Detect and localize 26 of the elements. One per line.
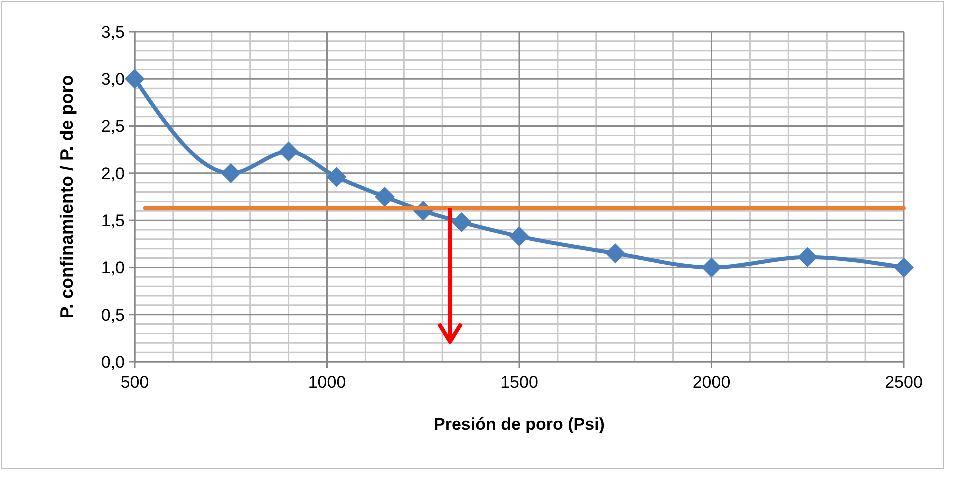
x-tick-label: 1500 <box>500 373 538 392</box>
point <box>510 226 530 247</box>
point <box>452 212 472 232</box>
y-axis-title: P. confinamiento / P. de poro <box>57 75 77 319</box>
x-tick-label: 2000 <box>692 373 731 392</box>
y-tick-label: 2,5 <box>101 117 125 136</box>
y-tick-label: 3,5 <box>101 22 125 42</box>
y-tick-label: 3,0 <box>101 70 125 90</box>
point <box>278 142 299 162</box>
x-tick-label: 1000 <box>308 373 346 392</box>
point <box>702 258 722 278</box>
x-axis-title: Presión de poro (Psi) <box>434 415 605 434</box>
point <box>374 187 395 207</box>
point <box>894 258 914 278</box>
point <box>606 244 626 264</box>
y-tick-label: 1,5 <box>101 212 125 231</box>
y-tick-label: 2,0 <box>101 164 125 184</box>
y-tick-label: 0,0 <box>101 352 125 372</box>
point <box>221 163 242 184</box>
y-tick-label: 1,0 <box>101 258 125 278</box>
point <box>326 167 347 188</box>
y-tick-label: 0,5 <box>101 306 125 325</box>
x-tick-label: 500 <box>120 373 150 392</box>
point <box>125 69 145 90</box>
point <box>798 247 818 268</box>
x-tick-label: 2500 <box>885 373 923 392</box>
